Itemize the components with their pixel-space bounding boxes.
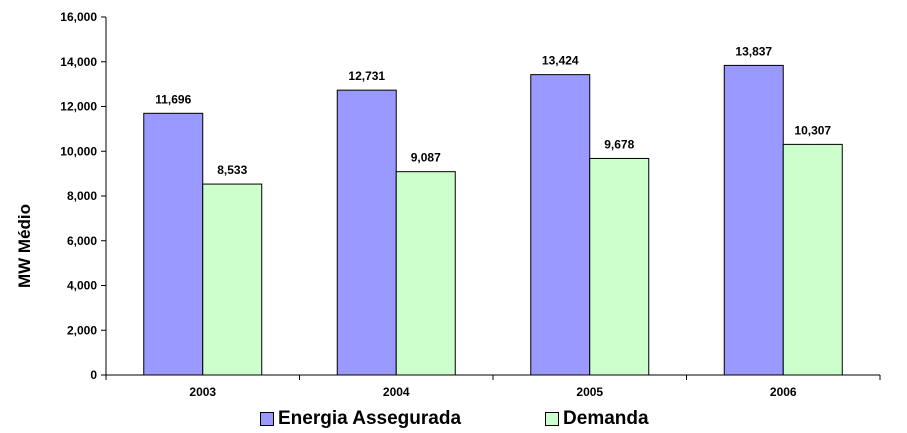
data-label: 8,533 [217, 163, 247, 177]
x-tick-label: 2005 [576, 385, 603, 399]
legend-item-demanda: Demanda [545, 408, 649, 430]
bar-demanda [589, 157, 650, 376]
data-label: 9,087 [411, 151, 441, 165]
bar-energia [143, 112, 204, 376]
bar-demanda [395, 171, 456, 376]
data-label: 13,837 [735, 44, 772, 58]
legend-swatch-energia [260, 412, 274, 426]
x-tick-label: 2004 [383, 385, 410, 399]
y-tick-label: 6,000 [67, 234, 97, 248]
data-label: 13,424 [542, 54, 579, 68]
data-label: 12,731 [348, 69, 385, 83]
y-tick-label: 12,000 [60, 100, 97, 114]
bar-demanda [202, 183, 263, 376]
chart-bars [143, 64, 843, 376]
y-tick-label: 16,000 [60, 10, 97, 24]
x-tick-label: 2006 [770, 385, 797, 399]
data-label: 9,678 [604, 137, 634, 151]
bar-energia [336, 89, 397, 376]
x-tick-label: 2003 [189, 385, 216, 399]
y-axis-label: MW Médio [15, 204, 34, 288]
y-tick-label: 8,000 [67, 189, 97, 203]
y-tick-label: 4,000 [67, 279, 97, 293]
legend-label-demanda: Demanda [563, 408, 649, 429]
y-tick-label: 0 [90, 368, 97, 382]
legend-swatch-demanda [545, 412, 560, 426]
legend-item-energia: Energia Assegurada [260, 408, 461, 430]
chart-labels: 11,696 12,731 13,424 13,837 8,533 9,087 9,678 1… [155, 44, 831, 177]
bar-energia [723, 64, 784, 376]
chart-axes: 0 2,000 4,000 6,000 8,000 10,000 12,000 14,000 1… [60, 10, 881, 399]
bar-demanda [782, 143, 843, 376]
bar-energia [530, 74, 591, 376]
legend-label-energia: Energia Assegurada [278, 408, 462, 429]
y-tick-label: 14,000 [60, 55, 97, 69]
data-label: 11,696 [155, 92, 191, 106]
legend: Energia Assegurada Demanda [260, 407, 649, 431]
y-tick-label: 10,000 [60, 144, 97, 158]
data-label: 10,307 [794, 123, 831, 137]
y-tick-label: 2,000 [67, 323, 97, 337]
